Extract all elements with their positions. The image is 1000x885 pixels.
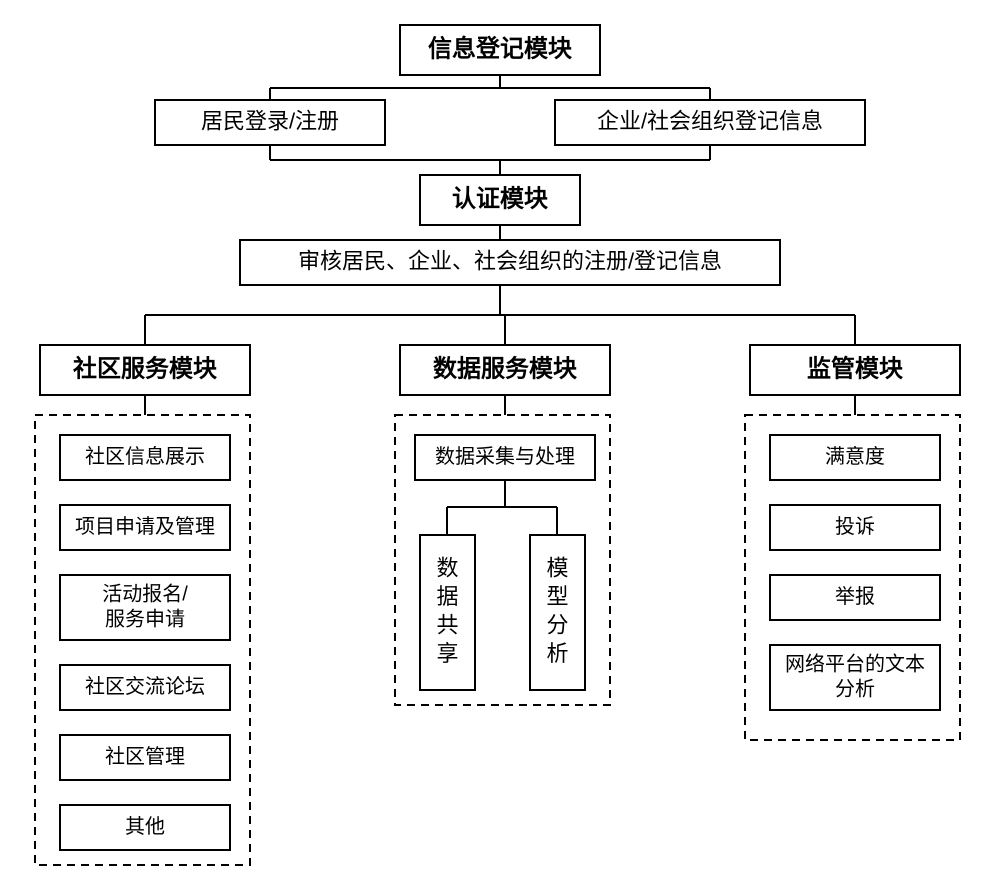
- node-label-char: 型: [546, 584, 568, 609]
- node-label: 居民登录/注册: [201, 108, 339, 133]
- node-s2: 投诉: [770, 505, 940, 550]
- node-label-line: 网络平台的文本: [785, 652, 925, 675]
- node-label: 社区服务模块: [73, 354, 217, 382]
- node-label: 企业/社会组织登记信息: [597, 108, 823, 133]
- node-label: 社区交流论坛: [85, 675, 205, 698]
- connector: [145, 285, 855, 345]
- node-c1: 社区信息展示: [60, 435, 230, 480]
- node-dd3: 模型分析: [530, 535, 585, 690]
- node-label: 举报: [835, 585, 875, 608]
- node-label-line: 服务申请: [105, 607, 185, 630]
- node-label-line: 分析: [835, 677, 875, 700]
- node-n_data: 数据服务模块: [400, 345, 610, 395]
- node-dd2: 数据共享: [420, 535, 475, 690]
- node-label-char: 共: [436, 613, 458, 638]
- node-c2: 项目申请及管理: [60, 505, 230, 550]
- node-label-char: 模: [546, 555, 568, 580]
- node-label: 投诉: [835, 515, 875, 538]
- node-n_enterprise: 企业/社会组织登记信息: [555, 100, 865, 145]
- node-label: 认证模块: [452, 185, 548, 212]
- node-label-char: 分: [546, 613, 568, 638]
- node-label-char: 析: [546, 641, 568, 666]
- connector: [270, 75, 710, 100]
- node-n_resident: 居民登录/注册: [155, 100, 385, 145]
- node-n_community: 社区服务模块: [40, 345, 250, 395]
- node-label-char: 数: [436, 555, 458, 580]
- connector: [270, 145, 710, 175]
- connector: [447, 480, 557, 535]
- node-label-line: 活动报名/: [102, 582, 188, 605]
- node-label: 社区信息展示: [85, 445, 205, 468]
- node-label: 数据采集与处理: [435, 445, 575, 468]
- node-c6: 其他: [60, 805, 230, 850]
- node-n_info: 信息登记模块: [400, 25, 600, 75]
- node-n_review: 审核居民、企业、社会组织的注册/登记信息: [240, 240, 780, 285]
- node-label: 审核居民、企业、社会组织的注册/登记信息: [298, 248, 722, 273]
- node-n_supervise: 监管模块: [750, 345, 960, 395]
- node-label: 项目申请及管理: [75, 515, 215, 538]
- node-n_auth: 认证模块: [420, 175, 580, 225]
- node-label: 信息登记模块: [428, 34, 572, 62]
- node-label: 满意度: [825, 445, 885, 468]
- node-label: 数据服务模块: [433, 354, 577, 382]
- node-label: 监管模块: [807, 354, 903, 382]
- node-s4: 网络平台的文本分析: [770, 645, 940, 710]
- node-s3: 举报: [770, 575, 940, 620]
- node-label-char: 享: [436, 641, 458, 666]
- node-label-char: 据: [436, 584, 458, 609]
- node-c4: 社区交流论坛: [60, 665, 230, 710]
- node-dd1: 数据采集与处理: [415, 435, 595, 480]
- node-c3: 活动报名/服务申请: [60, 575, 230, 640]
- node-c5: 社区管理: [60, 735, 230, 780]
- node-label: 社区管理: [105, 745, 185, 768]
- node-label: 其他: [125, 815, 165, 838]
- node-s1: 满意度: [770, 435, 940, 480]
